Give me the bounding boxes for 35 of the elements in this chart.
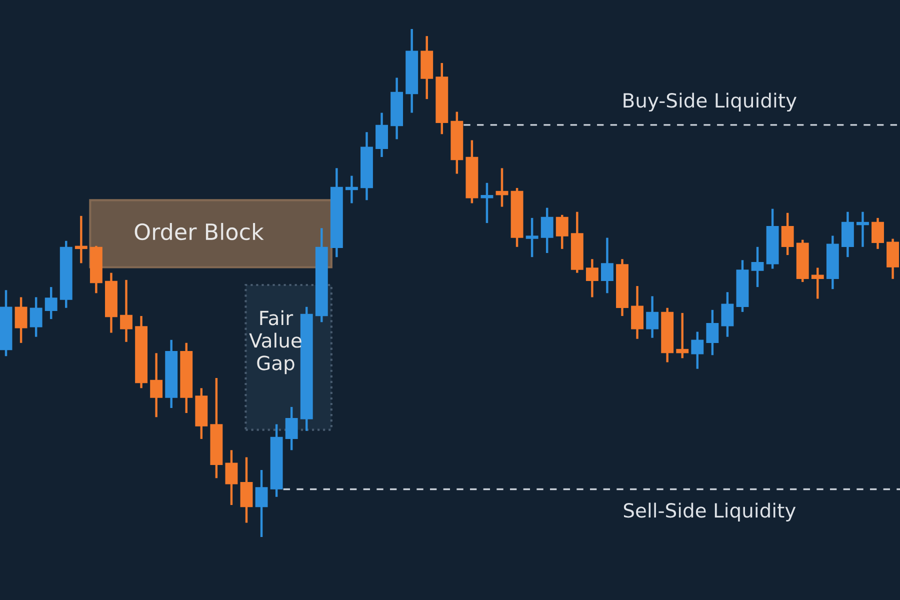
candlestick <box>781 212 794 256</box>
candlestick <box>120 278 132 344</box>
candlestick <box>345 174 358 204</box>
candlestick <box>225 449 238 506</box>
candlestick <box>691 330 704 370</box>
candlestick <box>496 167 508 208</box>
candlestick <box>841 210 854 258</box>
candlestick <box>30 296 42 338</box>
candlestick <box>74 214 88 264</box>
candlestick <box>586 258 598 298</box>
candlestick <box>240 456 253 524</box>
band-label: Order Block <box>134 222 264 240</box>
candlestick <box>811 266 824 300</box>
candlestick <box>285 406 298 452</box>
ref-line-label: Sell-Side Liquidity <box>624 502 796 522</box>
candlestick <box>856 210 869 248</box>
candlestick <box>872 216 884 250</box>
candlestick <box>556 214 568 250</box>
candlestick <box>600 236 614 294</box>
candlestick <box>706 308 719 356</box>
candlestick <box>150 352 163 418</box>
ref-line-label: Buy-Side Liquidity <box>624 92 796 112</box>
candlestick <box>44 286 58 320</box>
candlestick <box>480 182 494 224</box>
candlestick <box>721 291 734 338</box>
candlestick <box>14 296 28 344</box>
candlestick <box>376 112 388 158</box>
candlestick <box>676 312 689 360</box>
candlestick <box>646 295 659 339</box>
candlestick <box>631 284 644 340</box>
candlestick <box>751 246 764 288</box>
candlestick <box>255 468 268 538</box>
candlestick <box>540 206 554 254</box>
candlestick <box>526 216 538 258</box>
candlestick <box>886 238 900 280</box>
